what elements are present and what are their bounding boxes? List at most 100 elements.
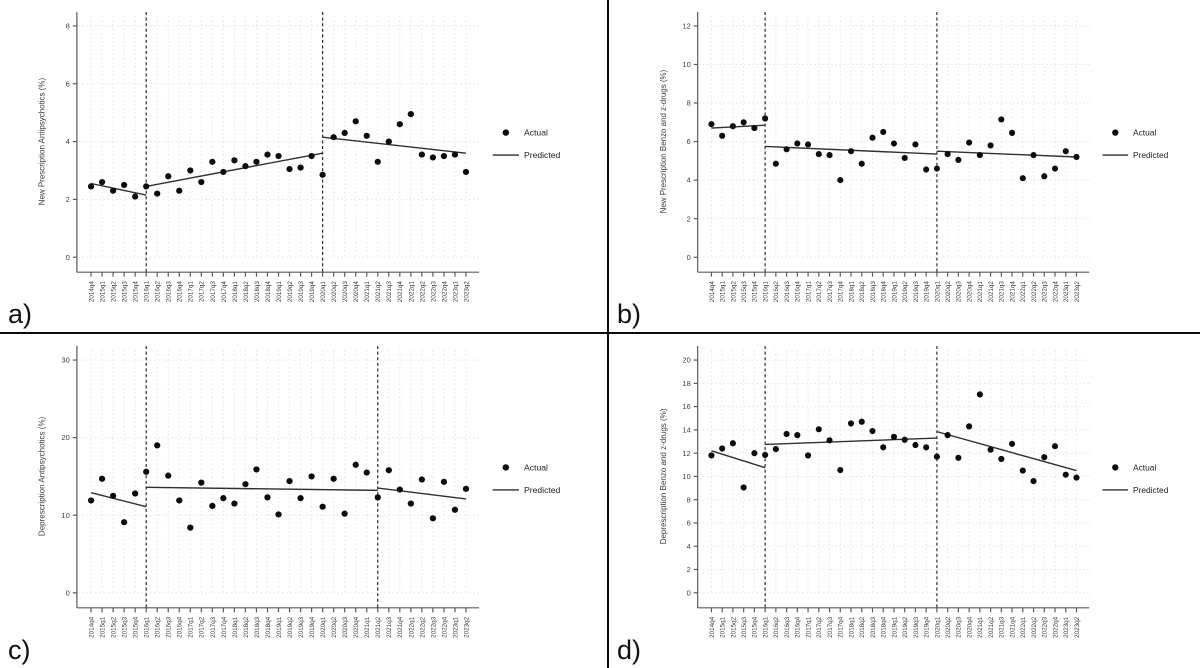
axes xyxy=(72,11,480,277)
actual-point xyxy=(132,490,139,497)
actual-point xyxy=(1009,129,1016,136)
actual-point xyxy=(209,502,216,510)
x-tick-label: 2021q1 xyxy=(364,616,371,638)
x-tick-label: 2019q4 xyxy=(309,281,316,302)
actual-point xyxy=(901,154,908,162)
x-tick-label: 2015q1 xyxy=(720,281,727,302)
actual-point xyxy=(869,134,876,141)
x-tick-label: 2022q4 xyxy=(1052,281,1059,302)
x-tick-label: 2016q3 xyxy=(784,616,791,638)
actual-point xyxy=(847,420,855,427)
x-tick-label: 2021q2 xyxy=(375,281,382,302)
x-tick-label: 2016q3 xyxy=(784,281,791,302)
x-tick-label: 2020q1 xyxy=(320,616,327,638)
actual-point xyxy=(87,183,95,190)
x-tick-label: 2019q1 xyxy=(276,616,283,638)
horizontal-divider xyxy=(0,332,1200,334)
y-tick-label: 6 xyxy=(687,519,691,528)
actual-point xyxy=(363,469,370,476)
actual-point xyxy=(165,472,172,479)
actual-point xyxy=(976,391,983,398)
actual-point xyxy=(815,151,822,158)
x-tick-label: 2023q2 xyxy=(463,616,470,638)
y-tick-label: 4 xyxy=(687,176,691,185)
x-tick-label: 2016q2 xyxy=(773,281,780,302)
predicted-series xyxy=(711,430,1077,472)
actual-point xyxy=(341,129,348,136)
y-tick-label: 12 xyxy=(683,449,691,458)
x-tick-label: 2016q4 xyxy=(795,281,802,302)
actual-point xyxy=(966,423,973,430)
actual-point xyxy=(352,118,359,125)
predicted-segment xyxy=(765,437,937,446)
x-tick-label: 2015q3 xyxy=(741,616,748,638)
actual-point xyxy=(120,181,128,189)
x-tick-label: 2018q4 xyxy=(265,616,272,638)
legend-actual-label: Actual xyxy=(524,128,548,138)
x-tick-label: 2017q4 xyxy=(221,281,228,302)
actual-point xyxy=(264,494,271,501)
actual-point xyxy=(440,152,448,160)
x-tick-label: 2020q4 xyxy=(353,281,360,302)
x-tick-label: 2021q4 xyxy=(397,281,404,302)
y-tick-label: 8 xyxy=(66,22,70,31)
x-tick-label: 2018q3 xyxy=(870,281,877,302)
legend-actual-marker xyxy=(1112,129,1119,136)
actual-point xyxy=(1073,153,1080,161)
actual-point xyxy=(462,485,470,492)
axes xyxy=(693,11,1090,277)
actual-point xyxy=(363,132,370,139)
x-tick-label: 2018q4 xyxy=(265,281,272,302)
y-tick-labels: 0 2 4 6 8 10 12 14 16 18 20 xyxy=(683,356,691,598)
panel-c-letter: c) xyxy=(8,635,31,665)
actual-point xyxy=(176,187,183,194)
actual-point xyxy=(143,183,150,190)
predicted-segment xyxy=(936,430,1077,472)
x-tick-label: 2018q4 xyxy=(881,281,888,302)
x-tick-label: 2020q4 xyxy=(967,281,974,302)
actual-point xyxy=(1019,467,1026,474)
x-tick-label: 2022q4 xyxy=(441,281,448,302)
actual-point xyxy=(869,427,876,435)
panel-d-letter: d) xyxy=(617,635,642,665)
x-tick-label: 2020q1 xyxy=(934,281,941,302)
x-tick-label: 2017q3 xyxy=(210,616,217,638)
y-tick-label: 0 xyxy=(687,253,691,262)
actual-point xyxy=(998,116,1005,123)
y-tick-label: 8 xyxy=(687,99,691,108)
predicted-series xyxy=(90,486,467,508)
x-tick-label: 2017q3 xyxy=(827,616,834,638)
x-tick-label: 2015q4 xyxy=(752,616,759,638)
actual-point xyxy=(385,467,392,474)
x-tick-label: 2019q2 xyxy=(902,616,909,638)
actual-point xyxy=(1062,148,1069,155)
actual-point xyxy=(1051,165,1059,172)
interruption-lines xyxy=(145,11,324,273)
x-tick-label: 2019q4 xyxy=(309,616,316,638)
y-tick-label: 20 xyxy=(683,356,691,365)
x-tick-label: 2022q4 xyxy=(441,616,448,638)
x-tick-label: 2017q4 xyxy=(838,281,845,302)
actual-point xyxy=(740,119,747,126)
x-tick-label: 2022q1 xyxy=(1020,616,1027,638)
x-tick-label: 2018q2 xyxy=(859,616,866,638)
actual-point xyxy=(220,168,227,176)
panel-c: 0 10 20 30 2014q4 2015q1 2015q2 2015q3 2015q4 201… xyxy=(0,334,607,668)
actual-point xyxy=(1030,151,1037,159)
x-tick-label: 2022q2 xyxy=(1031,281,1038,302)
actual-point xyxy=(923,444,930,451)
actual-point xyxy=(729,440,736,447)
x-tick-label: 2022q3 xyxy=(430,281,437,302)
y-tick-label: 16 xyxy=(683,402,691,411)
x-tick-label: 2018q1 xyxy=(848,281,855,302)
y-tick-label: 2 xyxy=(687,565,691,574)
actual-point xyxy=(242,481,249,488)
predicted-segment xyxy=(90,182,147,196)
x-tick-label: 2018q3 xyxy=(254,281,261,302)
x-tick-label: 2017q4 xyxy=(838,616,845,638)
x-tick-label: 2021q4 xyxy=(397,616,404,638)
actual-point xyxy=(330,134,337,141)
actual-point xyxy=(1009,440,1016,447)
x-tick-label: 2019q2 xyxy=(287,616,294,638)
x-tick-label: 2020q3 xyxy=(956,616,963,638)
